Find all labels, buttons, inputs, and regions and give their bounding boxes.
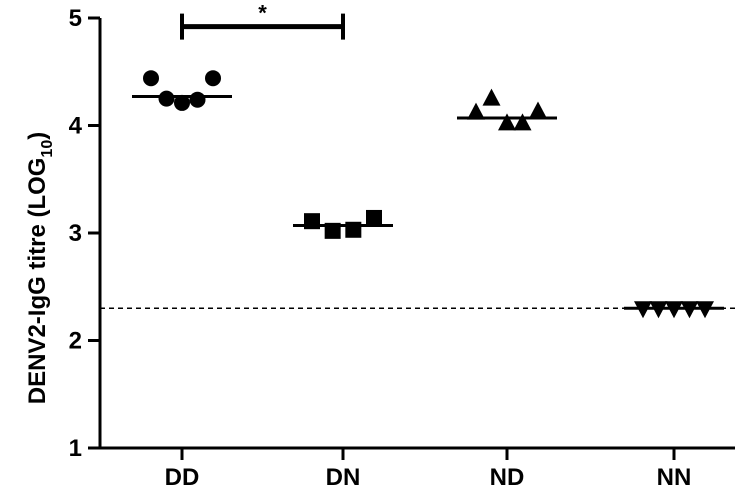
point-dn xyxy=(345,221,362,238)
point-nn xyxy=(649,301,668,319)
point-dn xyxy=(324,222,341,239)
point-dn xyxy=(304,213,320,230)
point-nd xyxy=(513,113,532,131)
point-nd xyxy=(529,101,547,119)
point-dd xyxy=(189,91,206,108)
point-dn xyxy=(366,209,382,226)
point-nn xyxy=(680,301,699,319)
significance-label: * xyxy=(258,1,267,26)
point-dd xyxy=(158,90,175,107)
point-nn xyxy=(634,301,652,319)
point-nd xyxy=(498,113,516,131)
y-tick-label: 3 xyxy=(69,220,82,247)
y-axis-title-close: ) xyxy=(24,132,51,140)
point-nn xyxy=(665,301,683,319)
y-tick-label: 2 xyxy=(69,328,82,355)
x-tick-label: NN xyxy=(657,464,692,491)
axes xyxy=(98,18,735,450)
x-tick-label: ND xyxy=(490,464,525,491)
point-nd xyxy=(467,102,485,120)
y-tick-label: 4 xyxy=(69,113,83,140)
y-ticks: 1 2 3 4 5 xyxy=(69,5,100,462)
point-nd xyxy=(482,88,501,106)
y-axis-title: DENV2-IgG titre (LOG10) xyxy=(24,132,56,404)
y-axis-title-subscript: 10 xyxy=(39,140,56,158)
x-tick-label: DN xyxy=(326,464,361,491)
point-dd xyxy=(174,94,190,111)
y-axis-title-main: DENV2-IgG titre (LOG xyxy=(24,158,51,405)
point-dd xyxy=(205,70,221,87)
point-nn xyxy=(696,301,714,319)
y-tick-label: 1 xyxy=(69,435,82,462)
y-tick-label: 5 xyxy=(69,5,82,32)
x-tick-labels: DD DN ND NN xyxy=(165,448,692,491)
significance-bracket: * xyxy=(180,1,345,40)
point-dd xyxy=(143,70,159,87)
x-tick-label: DD xyxy=(165,464,200,491)
mean-lines xyxy=(132,94,724,310)
data-points xyxy=(143,70,714,319)
